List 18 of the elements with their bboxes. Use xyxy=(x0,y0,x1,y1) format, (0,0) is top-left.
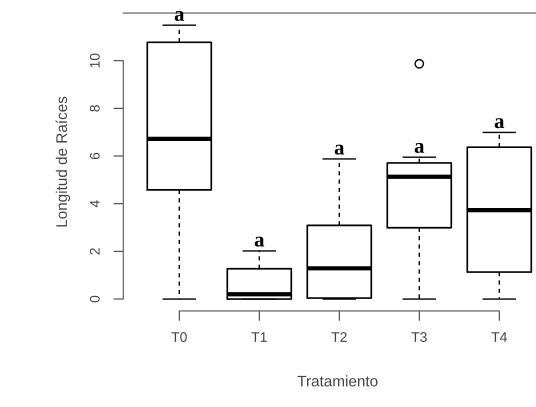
x-tick-label: T1 xyxy=(251,332,267,342)
annotation: a xyxy=(254,236,264,247)
y-tick-label: 4 xyxy=(90,200,100,208)
x-tick-label: T0 xyxy=(171,332,187,342)
y-tick-label: 8 xyxy=(90,105,100,112)
y-tick-label: 10 xyxy=(90,54,100,68)
x-tick-label: T2 xyxy=(331,332,347,342)
y-tick-label: 0 xyxy=(90,296,100,302)
x-axis-title: Tratamiento xyxy=(298,375,378,387)
x-tick-label: T3 xyxy=(411,332,427,342)
annotation: a xyxy=(334,144,344,155)
x-tick-label: T4 xyxy=(491,332,507,342)
annotation: a xyxy=(494,118,504,128)
annotation: a xyxy=(174,10,184,21)
y-tick-label: 6 xyxy=(90,152,100,160)
annotation: a xyxy=(414,143,424,153)
y-tick-label: 2 xyxy=(90,248,100,255)
y-axis-title: Longitud de Raíces xyxy=(56,96,70,227)
